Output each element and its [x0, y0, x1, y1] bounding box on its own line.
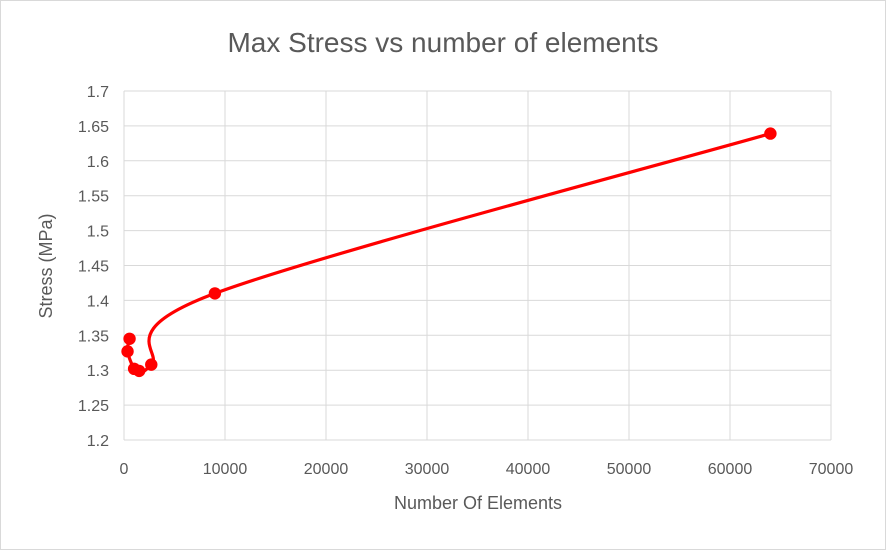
data-point — [145, 358, 158, 371]
data-point — [121, 345, 134, 358]
y-tick-label: 1.5 — [87, 224, 109, 241]
data-point — [123, 332, 136, 345]
y-axis-ticks: 1.2 1.25 1.3 1.35 1.4 1.45 1.5 1.55 1.6 1.65 1.7 — [78, 84, 109, 450]
y-axis-label: Stress (MPa) — [36, 213, 56, 318]
y-tick-label: 1.55 — [78, 189, 109, 206]
y-tick-label: 1.7 — [87, 84, 109, 101]
y-tick-label: 1.65 — [78, 119, 109, 136]
x-axis-label: Number Of Elements — [394, 493, 562, 513]
x-axis-ticks: 0 10000 20000 30000 40000 50000 60000 70000 — [120, 461, 854, 478]
data-point — [132, 364, 146, 378]
x-tick-label: 60000 — [708, 461, 753, 478]
y-tick-label: 1.3 — [87, 363, 109, 380]
data-point — [208, 287, 222, 300]
series-line — [125, 131, 772, 374]
x-tick-label: 70000 — [809, 461, 854, 478]
chart-title: Max Stress vs number of elements — [227, 27, 658, 58]
y-tick-label: 1.2 — [87, 433, 109, 450]
y-tick-label: 1.25 — [78, 398, 109, 415]
series — [121, 127, 777, 378]
x-tick-label: 10000 — [203, 461, 248, 478]
y-tick-label: 1.35 — [78, 328, 109, 345]
y-tick-label: 1.45 — [78, 259, 109, 276]
gridlines — [123, 90, 832, 441]
y-tick-label: 1.4 — [87, 293, 109, 310]
x-tick-label: 20000 — [304, 461, 349, 478]
data-point — [764, 127, 777, 140]
x-tick-label: 40000 — [506, 461, 551, 478]
y-tick-label: 1.6 — [87, 154, 109, 171]
x-tick-label: 30000 — [405, 461, 450, 478]
x-tick-label: 50000 — [607, 461, 652, 478]
x-tick-label: 0 — [120, 461, 129, 478]
